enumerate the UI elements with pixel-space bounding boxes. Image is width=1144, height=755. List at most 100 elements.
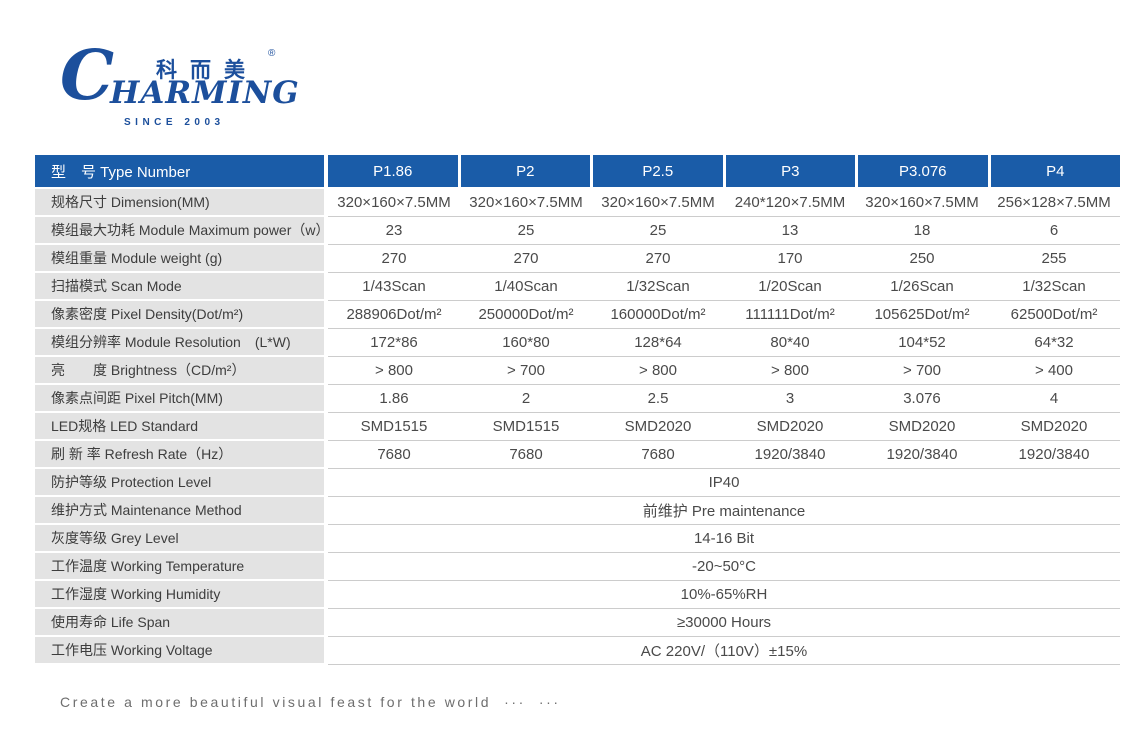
spec-cell: 1/40Scan [494, 278, 558, 295]
spec-cell: 288906Dot/m² [346, 306, 442, 323]
row-label: 像素密度 Pixel Density(Dot/m²) [35, 301, 324, 329]
header-columns: P1.86 P2 P2.5 P3 P3.076 P4 [328, 155, 1120, 187]
spec-cell: 104*52 [898, 334, 946, 351]
spec-cell: 1/32Scan [1022, 278, 1086, 295]
spec-cell: 62500Dot/m² [1010, 306, 1098, 323]
spec-cell: 25 [517, 222, 535, 239]
column-header-p3: P3 [725, 155, 855, 187]
spec-cell: 80*40 [770, 334, 810, 351]
table-row-pixel-pitch: 像素点间距 Pixel Pitch(MM) 1.86 2 2.5 3 3.076… [35, 385, 1120, 413]
logo-chinese-name: 科而美 [156, 59, 258, 82]
row-label: 模组分辨率 Module Resolution (L*W) [35, 329, 324, 357]
spec-cell: 1920/3840 [886, 446, 958, 463]
row-values: 前维护 Pre maintenance [328, 497, 1120, 525]
spec-cell: SMD2020 [1020, 418, 1088, 435]
logo-since-tagline: SINCE 2003 [124, 117, 225, 128]
header-type-number: 型 号 Type Number [35, 155, 324, 187]
spec-cell: 160000Dot/m² [610, 306, 706, 323]
row-values: ≥30000 Hours [328, 609, 1120, 637]
column-header-p3-076: P3.076 [858, 155, 988, 187]
spec-cell: 160*80 [502, 334, 550, 351]
row-values: 320×160×7.5MM 320×160×7.5MM 320×160×7.5M… [328, 189, 1120, 217]
row-label: 模组重量 Module weight (g) [35, 245, 324, 273]
row-values: 10%-65%RH [328, 581, 1120, 609]
spec-cell: 2.5 [647, 390, 669, 407]
row-values: SMD1515 SMD1515 SMD2020 SMD2020 SMD2020 … [328, 413, 1120, 441]
table-row-scan-mode: 扫描模式 Scan Mode 1/43Scan 1/40Scan 1/32Sca… [35, 273, 1120, 301]
spec-cell: 256×128×7.5MM [997, 194, 1111, 211]
spec-cell: SMD2020 [624, 418, 692, 435]
spec-cell: 3 [785, 390, 795, 407]
spec-cell: 2 [521, 390, 531, 407]
spec-cell: 250 [909, 250, 935, 267]
spec-cell: > 800 [375, 362, 413, 379]
spec-cell: SMD2020 [756, 418, 824, 435]
row-label: 维护方式 Maintenance Method [35, 497, 324, 525]
spec-cell-merged: 前维护 Pre maintenance [642, 503, 806, 520]
spec-cell: 7680 [641, 446, 675, 463]
spec-cell: 7680 [509, 446, 543, 463]
row-values: 1.86 2 2.5 3 3.076 4 [328, 385, 1120, 413]
spec-cell: 13 [781, 222, 799, 239]
spec-cell: 1.86 [379, 390, 409, 407]
table-row-dimension: 规格尺寸 Dimension(MM) 320×160×7.5MM 320×160… [35, 189, 1120, 217]
table-row-module-resolution: 模组分辨率 Module Resolution (L*W) 172*86 160… [35, 329, 1120, 357]
row-values: IP40 [328, 469, 1120, 497]
column-header-p2: P2 [460, 155, 590, 187]
row-values: 270 270 270 170 250 255 [328, 245, 1120, 273]
spec-cell: 3.076 [903, 390, 941, 407]
row-values: 1/43Scan 1/40Scan 1/32Scan 1/20Scan 1/26… [328, 273, 1120, 301]
spec-cell: SMD1515 [492, 418, 560, 435]
row-label: 灰度等级 Grey Level [35, 525, 324, 553]
spec-cell: SMD1515 [360, 418, 428, 435]
table-row-working-humidity: 工作湿度 Working Humidity 10%-65%RH [35, 581, 1120, 609]
spec-cell-merged: ≥30000 Hours [676, 614, 772, 631]
spec-cell: 250000Dot/m² [478, 306, 574, 323]
spec-cell: 270 [513, 250, 539, 267]
spec-cell: > 400 [1035, 362, 1073, 379]
row-values: AC 220V/（110V）±15% [328, 637, 1120, 665]
table-row-led-standard: LED规格 LED Standard SMD1515 SMD1515 SMD20… [35, 413, 1120, 441]
spec-cell: 18 [913, 222, 931, 239]
spec-cell: 320×160×7.5MM [469, 194, 583, 211]
row-label: 工作电压 Working Voltage [35, 637, 324, 665]
column-header-p2-5: P2.5 [593, 155, 723, 187]
spec-cell-merged: IP40 [708, 474, 740, 491]
column-header-p1-86: P1.86 [328, 155, 458, 187]
table-row-refresh-rate: 刷 新 率 Refresh Rate（Hz） 7680 7680 7680 19… [35, 441, 1120, 469]
row-label: 工作温度 Working Temperature [35, 553, 324, 581]
spec-cell: > 800 [771, 362, 809, 379]
spec-cell: 6 [1049, 222, 1059, 239]
spec-cell: 1/43Scan [362, 278, 426, 295]
spec-cell: > 700 [507, 362, 545, 379]
spec-cell: 1/26Scan [890, 278, 954, 295]
row-values: 14-16 Bit [328, 525, 1120, 553]
brand-logo: C HARMING 科而美 ® SINCE 2003 [52, 42, 299, 138]
table-row-working-temperature: 工作温度 Working Temperature -20~50°C [35, 553, 1120, 581]
table-row-pixel-density: 像素密度 Pixel Density(Dot/m²) 288906Dot/m² … [35, 301, 1120, 329]
spec-cell: 320×160×7.5MM [601, 194, 715, 211]
spec-cell: 105625Dot/m² [874, 306, 970, 323]
spec-cell: 1/20Scan [758, 278, 822, 295]
spec-cell: SMD2020 [888, 418, 956, 435]
spec-cell: 25 [649, 222, 667, 239]
row-label: LED规格 LED Standard [35, 413, 324, 441]
spec-cell: 4 [1049, 390, 1059, 407]
spec-cell: 170 [777, 250, 803, 267]
row-label: 像素点间距 Pixel Pitch(MM) [35, 385, 324, 413]
spec-cell: 1920/3840 [1018, 446, 1090, 463]
row-label: 模组最大功耗 Module Maximum power（w） [35, 217, 324, 245]
spec-cell: 270 [645, 250, 671, 267]
row-values: 7680 7680 7680 1920/3840 1920/3840 1920/… [328, 441, 1120, 469]
row-values: 23 25 25 13 18 6 [328, 217, 1120, 245]
spec-cell: 1/32Scan [626, 278, 690, 295]
row-label: 亮 度 Brightness（CD/m²） [35, 357, 324, 385]
spec-cell: > 700 [903, 362, 941, 379]
logo-wordmark: HARMING [110, 75, 300, 111]
spec-cell: 320×160×7.5MM [865, 194, 979, 211]
row-label: 使用寿命 Life Span [35, 609, 324, 637]
spec-cell: 128*64 [634, 334, 682, 351]
table-row-working-voltage: 工作电压 Working Voltage AC 220V/（110V）±15% [35, 637, 1120, 665]
column-header-p4: P4 [990, 155, 1120, 187]
registered-trademark-icon: ® [268, 48, 276, 59]
